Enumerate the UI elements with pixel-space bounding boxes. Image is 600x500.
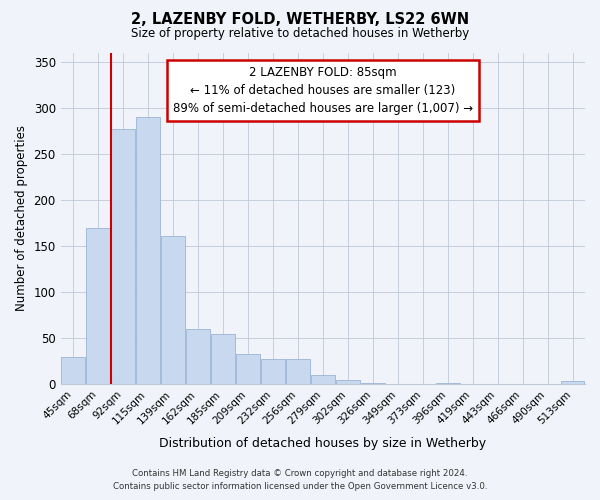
Bar [336, 380, 359, 384]
Bar [560, 382, 584, 384]
Bar [111, 129, 135, 384]
Bar [186, 329, 210, 384]
Bar [211, 334, 235, 384]
Bar [161, 236, 185, 384]
Text: 2 LAZENBY FOLD: 85sqm
← 11% of detached houses are smaller (123)
89% of semi-det: 2 LAZENBY FOLD: 85sqm ← 11% of detached … [173, 66, 473, 116]
Text: Size of property relative to detached houses in Wetherby: Size of property relative to detached ho… [131, 28, 469, 40]
Bar [311, 375, 335, 384]
Bar [261, 360, 285, 384]
Bar [361, 383, 385, 384]
Bar [436, 383, 460, 384]
Y-axis label: Number of detached properties: Number of detached properties [15, 126, 28, 312]
Bar [286, 360, 310, 384]
Bar [61, 358, 85, 384]
Bar [236, 354, 260, 384]
Bar [136, 117, 160, 384]
Bar [86, 228, 110, 384]
Text: 2, LAZENBY FOLD, WETHERBY, LS22 6WN: 2, LAZENBY FOLD, WETHERBY, LS22 6WN [131, 12, 469, 28]
X-axis label: Distribution of detached houses by size in Wetherby: Distribution of detached houses by size … [159, 437, 487, 450]
Text: Contains HM Land Registry data © Crown copyright and database right 2024.
Contai: Contains HM Land Registry data © Crown c… [113, 470, 487, 491]
